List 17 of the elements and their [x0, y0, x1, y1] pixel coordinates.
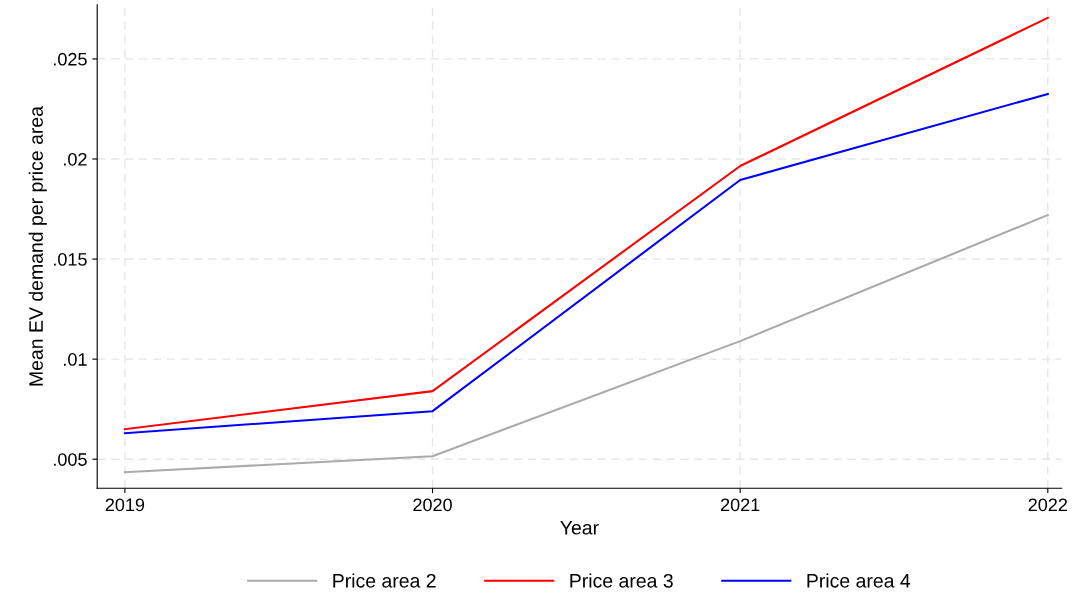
y-tick-label: .025 — [53, 52, 87, 66]
x-tick-label: 2020 — [413, 498, 452, 512]
line-series — [123, 16, 1049, 431]
y-axis-title: Mean EV demand per price area — [28, 106, 47, 386]
x-tick-label: 2021 — [720, 498, 760, 512]
legend-label: Price area 4 — [807, 573, 911, 588]
x-axis-title: Year — [560, 521, 599, 535]
y-tick-label: .01 — [64, 353, 87, 366]
legend-label: Price area 2 — [333, 573, 436, 588]
legend-label: Price area 3 — [570, 573, 673, 588]
line-series — [123, 92, 1049, 435]
x-tick-label: 2019 — [105, 498, 145, 512]
y-tick-label: .02 — [64, 152, 87, 166]
y-tick-label: .005 — [53, 453, 87, 466]
y-tick-label: .015 — [53, 252, 87, 266]
line-series — [123, 213, 1049, 474]
x-tick-label: 2022 — [1028, 498, 1067, 512]
